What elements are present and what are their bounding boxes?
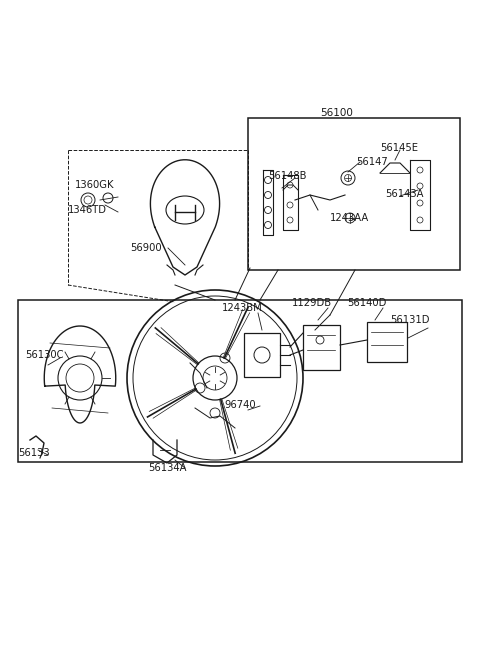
- Text: 56147: 56147: [356, 157, 388, 167]
- Text: 56148B: 56148B: [268, 171, 307, 181]
- Bar: [18, 300, 462, 462]
- Text: 56900: 56900: [130, 243, 162, 253]
- Bar: [303, 325, 340, 370]
- Text: 56143A: 56143A: [385, 189, 423, 199]
- Text: 56100: 56100: [320, 108, 353, 118]
- Text: 56134A: 56134A: [148, 463, 187, 473]
- Text: 56133: 56133: [18, 448, 49, 458]
- Text: 96740: 96740: [224, 400, 256, 410]
- Text: 1243AA: 1243AA: [330, 213, 369, 223]
- Bar: [367, 322, 407, 362]
- Text: 56140D: 56140D: [347, 298, 386, 308]
- Text: 56130C: 56130C: [25, 350, 63, 360]
- Text: 1129DB: 1129DB: [292, 298, 332, 308]
- Text: 1346TD: 1346TD: [68, 205, 107, 215]
- Text: 1360GK: 1360GK: [75, 180, 115, 190]
- Bar: [244, 333, 280, 377]
- Text: 56131D: 56131D: [390, 315, 430, 325]
- Bar: [248, 118, 460, 270]
- Text: 56145E: 56145E: [380, 143, 418, 153]
- Text: 1243BM: 1243BM: [222, 303, 263, 313]
